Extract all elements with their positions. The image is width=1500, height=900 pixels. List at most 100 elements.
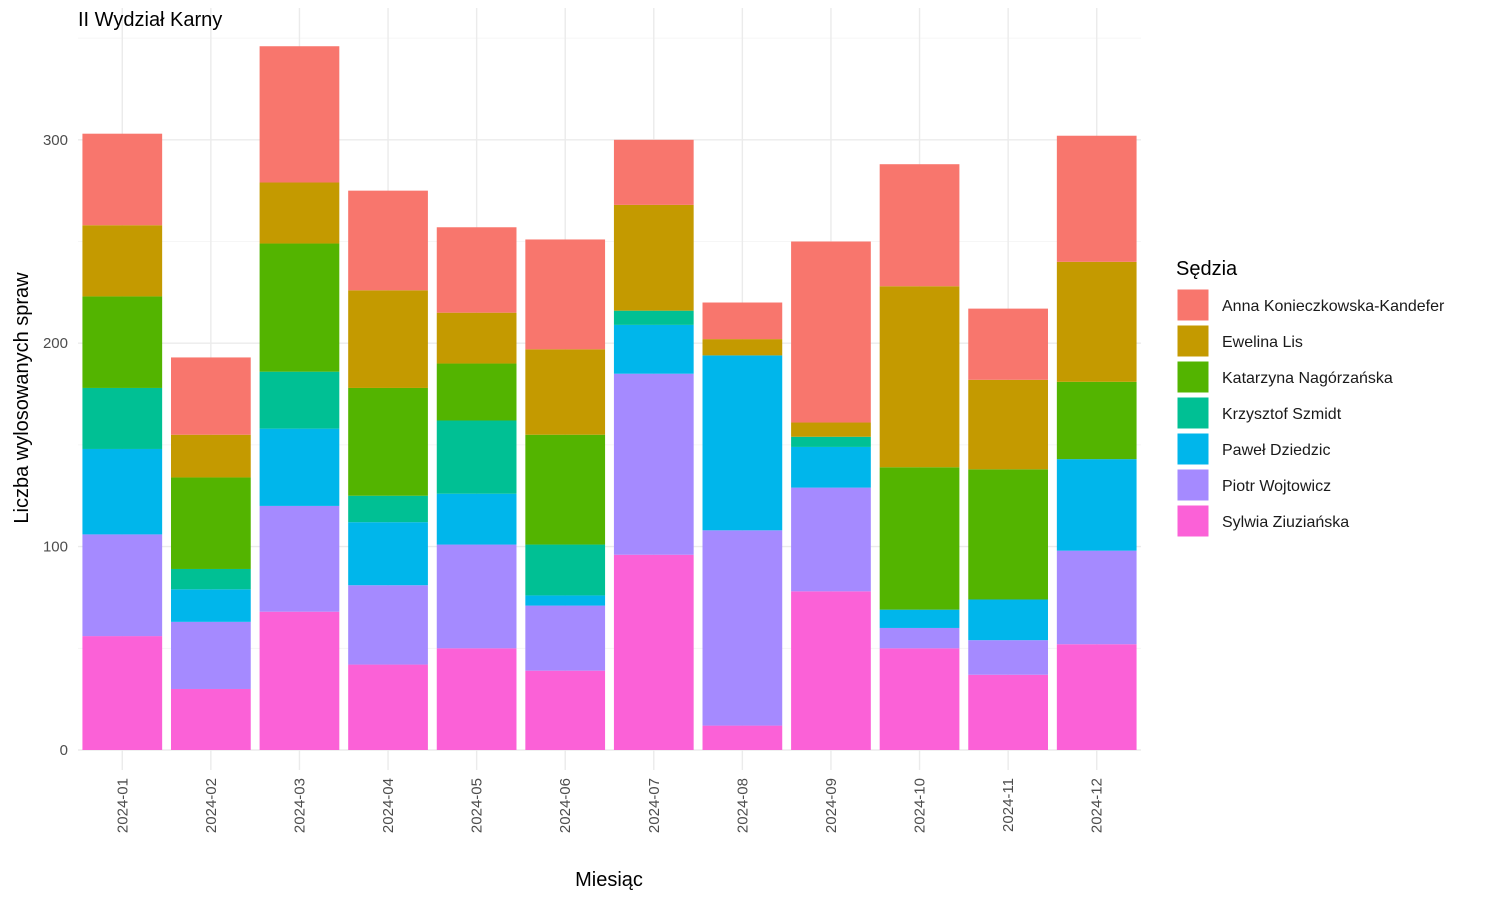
- bar-segment: [436, 363, 517, 421]
- bar-segment: [259, 46, 340, 183]
- legend-key: [1176, 432, 1210, 466]
- bar-segment: [436, 648, 517, 750]
- bar-segment: [171, 357, 251, 435]
- x-tick-label: 2024-08: [734, 778, 751, 833]
- legend-key: [1176, 396, 1210, 430]
- bar-segment: [702, 355, 783, 531]
- bar-segment: [348, 664, 428, 750]
- bar-segment: [879, 164, 960, 287]
- bar-segment: [702, 530, 783, 726]
- bar-segment: [171, 621, 251, 689]
- bar-segment: [82, 534, 163, 637]
- bar-segment: [791, 241, 871, 423]
- chart-title: II Wydział Karny: [78, 9, 222, 31]
- bar-segment: [968, 599, 1048, 641]
- bar-segment: [791, 591, 871, 750]
- legend: Sędzia Anna Konieczkowska-Kandefer Ewelin…: [1176, 258, 1445, 538]
- bar-segment: [613, 324, 694, 374]
- bar-segment: [968, 379, 1048, 470]
- legend-label: Katarzyna Nagórzańska: [1222, 370, 1393, 387]
- x-tick-label: 2024-11: [1000, 778, 1017, 832]
- legend-label: Anna Konieczkowska-Kandefer: [1222, 298, 1445, 315]
- bar-segment: [968, 674, 1048, 750]
- legend-key: [1176, 468, 1210, 502]
- bar-segment: [171, 477, 251, 569]
- bar-segment: [525, 239, 606, 350]
- x-tick-label: 2024-12: [1089, 778, 1106, 833]
- bar-segment: [171, 434, 251, 478]
- y-tick-label: 300: [43, 132, 68, 149]
- bar-segment: [613, 204, 694, 311]
- y-tick-label: 0: [60, 742, 68, 759]
- legend-key: [1176, 288, 1210, 322]
- bar-segment: [259, 182, 340, 244]
- bar-segment: [525, 544, 606, 596]
- bar-segment: [879, 609, 960, 628]
- bar-segment: [436, 544, 517, 649]
- bar-segment: [1056, 459, 1137, 551]
- legend-label: Piotr Wojtowicz: [1222, 478, 1331, 495]
- bar-segment: [968, 469, 1048, 600]
- legend-label: Krzysztof Szmidt: [1222, 406, 1342, 423]
- legend-label: Paweł Dziedzic: [1222, 442, 1330, 459]
- y-axis-ticks: 0 100 200 300: [43, 132, 68, 759]
- bar-segment: [436, 493, 517, 545]
- legend-key: [1176, 360, 1210, 394]
- bar-segment: [259, 611, 340, 750]
- legend-label: Ewelina Lis: [1222, 334, 1303, 351]
- bar-segment: [525, 595, 606, 606]
- bar-segment: [348, 522, 428, 586]
- bar-segment: [82, 133, 163, 226]
- bar-segment: [613, 310, 694, 325]
- bar-segment: [1056, 261, 1137, 382]
- bars: [82, 46, 1137, 750]
- bar-segment: [791, 436, 871, 447]
- bar-segment: [348, 190, 428, 291]
- bar-segment: [702, 725, 783, 750]
- bar-segment: [348, 495, 428, 523]
- x-tick-label: 2024-05: [469, 778, 486, 833]
- x-tick-label: 2024-09: [823, 778, 840, 833]
- bar-segment: [613, 373, 694, 555]
- bar-segment: [791, 446, 871, 488]
- y-tick-label: 200: [43, 335, 68, 352]
- bar-segment: [82, 636, 163, 750]
- bar-segment: [613, 139, 694, 205]
- bar-segment: [171, 688, 251, 750]
- bar-segment: [436, 420, 517, 494]
- y-axis-title: Liczba wylosowanych spraw: [11, 272, 33, 524]
- legend-key: [1176, 504, 1210, 538]
- bar-segment: [171, 568, 251, 590]
- legend-key: [1176, 324, 1210, 358]
- bar-segment: [1056, 550, 1137, 645]
- bar-segment: [702, 339, 783, 356]
- legend-title: Sędzia: [1176, 258, 1238, 280]
- bar-segment: [348, 585, 428, 665]
- bar-segment: [436, 227, 517, 313]
- bar-segment: [1056, 644, 1137, 750]
- bar-segment: [879, 467, 960, 610]
- bar-segment: [259, 371, 340, 429]
- bar-segment: [879, 648, 960, 750]
- bar-segment: [968, 308, 1048, 380]
- bar-segment: [348, 387, 428, 496]
- bar-segment: [259, 428, 340, 506]
- bar-segment: [968, 640, 1048, 675]
- bar-segment: [879, 627, 960, 649]
- bar-segment: [82, 225, 163, 297]
- bar-segment: [613, 554, 694, 750]
- bar-segment: [791, 422, 871, 437]
- bar-segment: [525, 349, 606, 435]
- legend-label: Sylwia Ziuziańska: [1222, 514, 1349, 531]
- bar-segment: [82, 448, 163, 535]
- x-tick-label: 2024-10: [912, 778, 929, 833]
- x-tick-label: 2024-03: [291, 778, 308, 833]
- x-tick-label: 2024-06: [557, 778, 574, 833]
- bar-segment: [436, 312, 517, 364]
- x-axis-title: Miesiąc: [575, 869, 643, 891]
- x-tick-label: 2024-04: [380, 778, 397, 833]
- bar-segment: [879, 286, 960, 468]
- x-tick-label: 2024-02: [203, 778, 220, 833]
- x-tick-label: 2024-07: [646, 778, 663, 833]
